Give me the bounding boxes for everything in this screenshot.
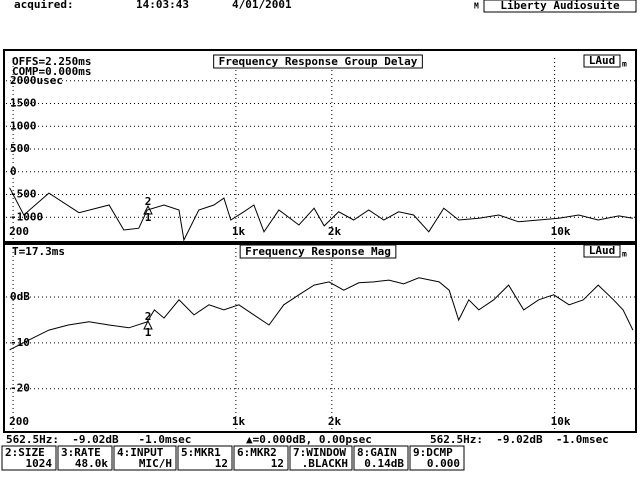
key-value[interactable]: 12 (271, 457, 284, 470)
marker-triangle (143, 204, 153, 215)
annotation: COMP=0.000ms (12, 65, 91, 78)
x-tick-label: 1k (232, 415, 246, 428)
function-key[interactable] (113, 445, 177, 471)
panel-frame (3, 243, 637, 433)
annotation: OFFS=2.250ms (12, 55, 91, 68)
curve (9, 187, 633, 242)
panel-frame (3, 49, 637, 243)
badge-suffix: m (622, 60, 627, 69)
badge-box (583, 54, 621, 68)
x-tick-label: 1k (232, 225, 246, 238)
marker-label: 1 (145, 211, 152, 224)
key-value[interactable]: 1024 (26, 457, 53, 470)
key-label[interactable]: 7:WINDOW (293, 446, 346, 459)
y-tick-label: -1000 (10, 210, 43, 223)
key-value[interactable]: MIC/H (139, 457, 172, 470)
y-tick-label: 0dB (10, 290, 30, 303)
key-label[interactable]: 5:MKR1 (181, 446, 221, 459)
title-box (213, 54, 423, 69)
function-key[interactable] (233, 445, 289, 471)
function-key[interactable] (1, 445, 57, 471)
function-key[interactable] (409, 445, 465, 471)
y-tick-label: -20 (10, 382, 30, 395)
key-value[interactable]: 0.14dB (364, 457, 404, 470)
header-date: 4/01/2001 (232, 0, 292, 11)
y-tick-label: 1500 (10, 97, 37, 110)
title-box (239, 244, 397, 259)
marker-label: 2 (145, 195, 152, 208)
header-label: acquired: (14, 0, 74, 11)
key-label[interactable]: 9:DCMP (413, 446, 453, 459)
x-tick-label: 2k (328, 415, 342, 428)
x-tick-label: 10k (551, 415, 571, 428)
badge-box (583, 244, 621, 258)
y-tick-label: 2000usec (10, 74, 63, 87)
key-value[interactable]: .BLACKH (302, 457, 348, 470)
y-tick-label: -500 (10, 188, 37, 201)
key-label[interactable]: 4:INPUT (117, 446, 164, 459)
key-value[interactable]: 12 (215, 457, 228, 470)
chart-title: Frequency Response Group Delay (219, 55, 418, 68)
chart-title: Frequency Response Mag (245, 245, 391, 258)
status-text: 562.5Hz: -9.02dB -1.0msec (430, 433, 609, 446)
y-tick-label: 500 (10, 142, 30, 155)
x-tick-label: 200 (9, 225, 29, 238)
function-key[interactable] (57, 445, 113, 471)
key-value[interactable]: 48.0k (75, 457, 108, 470)
marker-label: 1 (145, 326, 152, 339)
key-label[interactable]: 6:MKR2 (237, 446, 277, 459)
status-text: 562.5Hz: -9.02dB -1.0msec (6, 433, 191, 446)
annotation: T=17.3ms (12, 245, 65, 258)
function-key[interactable] (353, 445, 409, 471)
y-tick-label: -10 (10, 336, 30, 349)
function-key[interactable] (289, 445, 353, 471)
app-box (483, 0, 637, 13)
header-mark: M (474, 2, 479, 11)
badge-suffix: m (622, 250, 627, 259)
marker-triangle (143, 319, 153, 330)
function-key[interactable] (177, 445, 233, 471)
y-tick-label: 0 (10, 165, 17, 178)
key-value[interactable]: 0.000 (427, 457, 460, 470)
key-label[interactable]: 8:GAIN (357, 446, 397, 459)
x-tick-label: 200 (9, 415, 29, 428)
key-label[interactable]: 2:SIZE (5, 446, 45, 459)
y-tick-label: 1000 (10, 119, 37, 132)
marker-label: 2 (145, 310, 152, 323)
x-tick-label: 2k (328, 225, 342, 238)
badge: LAud (589, 244, 616, 257)
x-tick-label: 10k (551, 225, 571, 238)
key-label[interactable]: 3:RATE (61, 446, 101, 459)
status-text: ▲=0.000dB, 0.00psec (246, 433, 372, 446)
app-name: Liberty Audiosuite (500, 0, 620, 12)
badge: LAud (589, 54, 616, 67)
header-time: 14:03:43 (136, 0, 189, 11)
